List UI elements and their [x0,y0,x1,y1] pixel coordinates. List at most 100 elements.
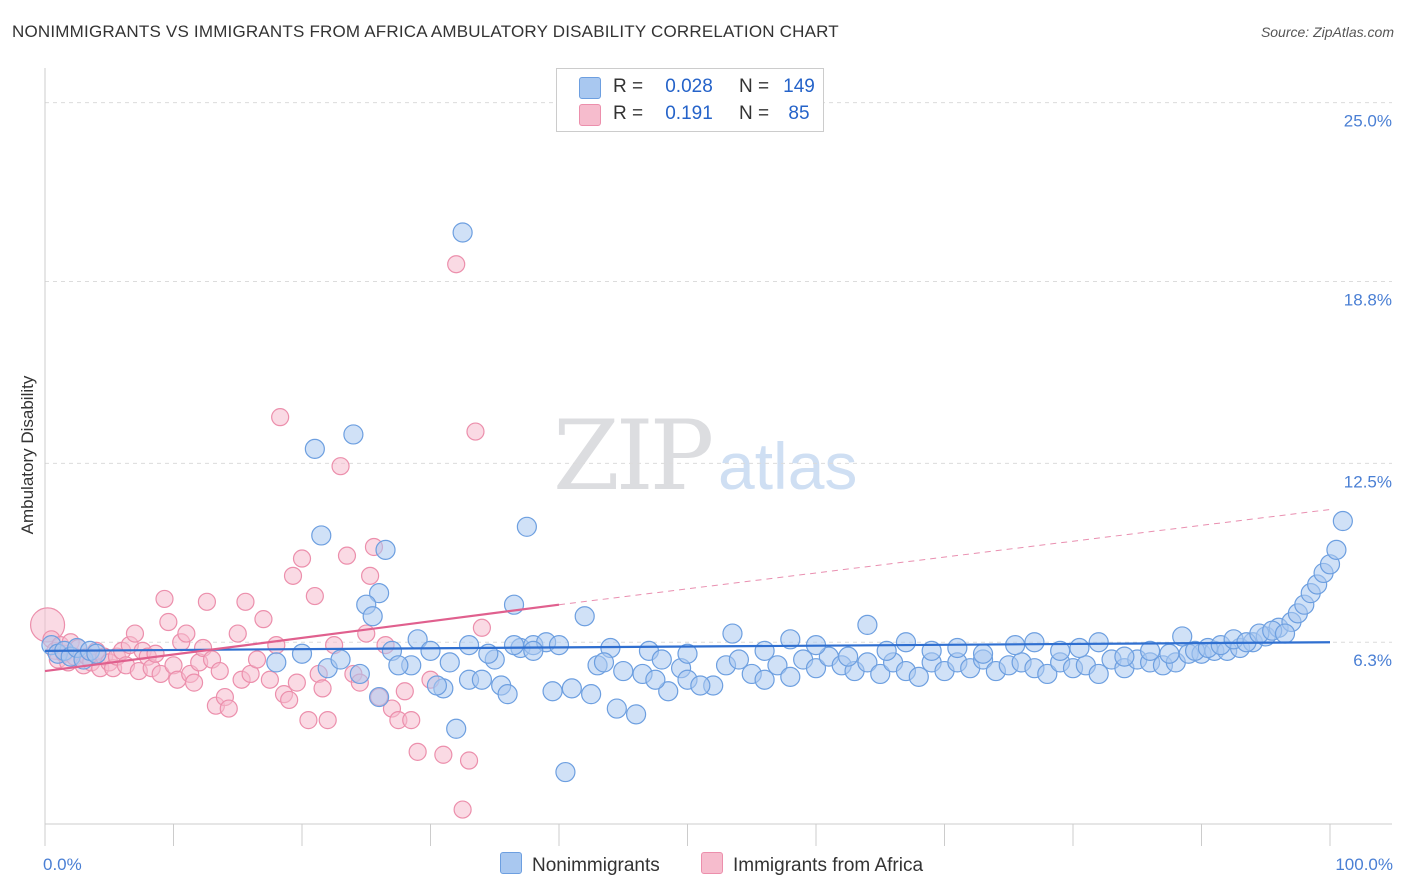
data-point [402,711,421,730]
bottom-legend-nonimmigrants: Nonimmigrants [500,852,660,878]
data-point [1159,643,1180,664]
data-point [895,632,917,653]
data-point [1050,640,1071,661]
data-point [439,652,460,673]
data-point [361,566,380,585]
data-point [283,566,303,585]
data-point [459,751,479,770]
data-point [458,634,480,656]
y-tick-label: 25.0% [1344,112,1392,131]
data-point [313,679,332,698]
data-point [1274,623,1296,644]
data-point [645,669,666,690]
trend-line-extension-immigrants-africa [558,508,1331,606]
data-point [838,646,859,667]
data-point [357,624,376,643]
data-point [613,660,634,682]
data-point [754,669,775,690]
data-point [972,643,994,664]
data-point [267,635,286,655]
data-point [331,457,350,476]
tick-labels: 6.3% 12.5% 18.8% 25.0% 0.0% 100.0% [43,112,1393,874]
data-point [1326,539,1347,560]
data-point [947,637,968,659]
data-point [159,612,178,632]
bottom-legend-swatch-pink [701,852,723,874]
data-point [870,663,891,685]
legend-n-label: N = [739,76,770,97]
data-point [292,549,312,568]
data-point [523,640,544,661]
watermark-atlas: atlas [718,429,858,503]
data-point [453,800,472,819]
legend-swatch-blue [579,77,601,99]
data-point [271,408,290,427]
data-point [754,640,775,661]
data-point [857,652,878,673]
data-point [375,539,396,560]
data-point [395,682,414,701]
data-point [247,650,267,669]
data-point [236,592,255,611]
data-point [305,586,324,606]
data-point [311,525,332,546]
data-point [503,634,525,656]
data-point [426,675,448,696]
bottom-legend-label-nonimmigrants: Nonimmigrants [532,855,660,876]
axes [44,68,1392,846]
data-point [420,640,441,661]
data-point [548,634,570,656]
x-tick-label-max: 100.0% [1335,855,1393,874]
data-point [780,629,801,650]
data-point [921,640,942,661]
data-point [857,614,878,636]
correlation-legend: R = 0.028 N = 149 R = 0.191 N = 85 [556,68,824,132]
data-point [125,624,145,643]
data-point [343,424,364,445]
data-point [266,652,287,673]
x-tick-label-min: 0.0% [43,855,82,874]
data-point [304,438,325,459]
data-point [369,583,390,604]
data-point [767,655,788,676]
legend-n-label: N = [739,103,770,124]
data-point [155,589,174,609]
data-point [1139,640,1161,661]
data-point [728,649,750,670]
y-tick-label: 18.8% [1344,291,1392,310]
legend-r-value: 0.191 [665,103,713,124]
data-point [1172,626,1193,647]
legend-swatch-pink [579,104,601,126]
data-point [318,711,337,730]
data-point [561,678,582,699]
data-point [151,664,170,684]
data-point [330,649,351,670]
series-nonimmigrants [41,222,1353,783]
data-point [542,681,563,702]
y-tick-label: 6.3% [1353,651,1392,670]
data-point [780,666,801,687]
data-point [337,546,357,565]
data-point [287,673,306,692]
chart-title: NONIMMIGRANTS VS IMMIGRANTS FROM AFRICA … [12,22,839,41]
data-point [177,624,196,643]
data-point [1024,632,1045,653]
data-point [447,255,466,274]
data-point [388,655,409,676]
bottom-legend-swatch-blue [500,852,522,874]
legend-r-value: 0.028 [665,76,713,97]
data-point [677,643,698,664]
watermark-zip: ZIP [553,400,714,512]
data-point [651,649,672,670]
data-point [184,673,204,692]
data-point [574,606,595,627]
data-point [581,684,602,705]
legend-n-value: 85 [788,103,810,124]
trend-line-nonimmigrants [44,641,1331,652]
legend-r-label: R = [613,76,644,97]
data-point [260,670,279,689]
data-point [146,644,165,663]
data-point [86,643,107,664]
data-point [722,623,743,644]
